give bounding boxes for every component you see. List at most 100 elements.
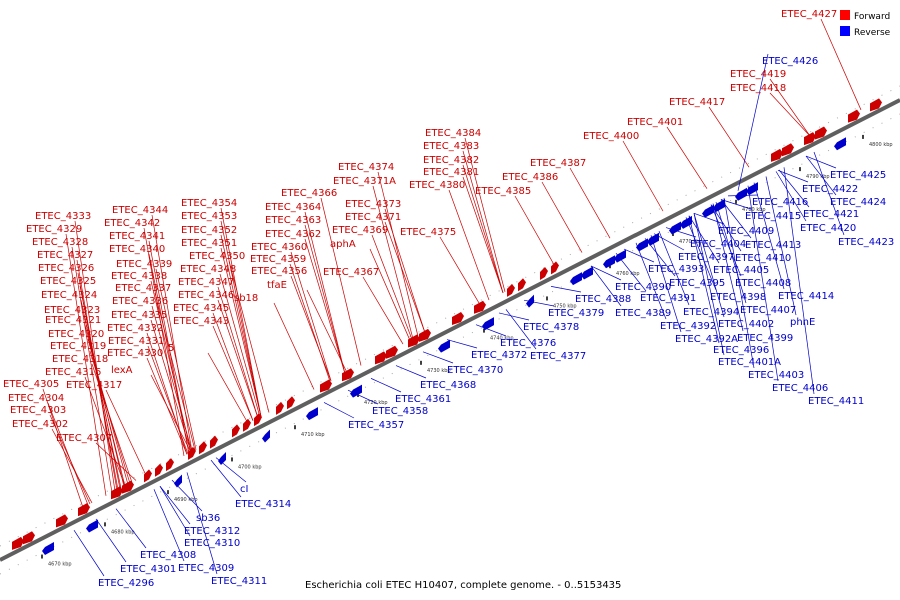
gene-label-etec_4337[interactable]: ETEC_4337 <box>115 283 171 294</box>
gene-label-etec_4426[interactable]: ETEC_4426 <box>762 56 818 67</box>
gene-label-tfae[interactable]: tfaE <box>267 280 287 291</box>
gene-label-etec_4401[interactable]: ETEC_4401 <box>627 117 683 128</box>
gene-label-etec_4387[interactable]: ETEC_4387 <box>530 158 586 169</box>
gene-label-etec_4416[interactable]: ETEC_4416 <box>752 197 808 208</box>
gene-label-etec_4301[interactable]: ETEC_4301 <box>120 564 176 575</box>
gene-label-etec_4423[interactable]: ETEC_4423 <box>838 237 894 248</box>
gene-label-etec_4403[interactable]: ETEC_4403 <box>748 370 804 381</box>
gene-label-etec_4344[interactable]: ETEC_4344 <box>112 205 168 216</box>
gene-label-etec_4389[interactable]: ETEC_4389 <box>615 308 671 319</box>
gene-label-etec_4379[interactable]: ETEC_4379 <box>548 308 604 319</box>
gene-label-etec_4371[interactable]: ETEC_4371 <box>345 212 401 223</box>
gene-label-etec_4417[interactable]: ETEC_4417 <box>669 97 725 108</box>
gene-label-etec_4371a[interactable]: ETEC_4371A <box>333 176 396 187</box>
gene-label-etec_4391[interactable]: ETEC_4391 <box>640 293 696 304</box>
gene-label-etec_4382[interactable]: ETEC_4382 <box>423 155 479 166</box>
gene-label-etec_4415[interactable]: ETEC_4415 <box>745 211 801 222</box>
gene-label-etec_4362[interactable]: ETEC_4362 <box>265 229 321 240</box>
gene-label-etec_4419[interactable]: ETEC_4419 <box>730 69 786 80</box>
gene-label-etec_4384[interactable]: ETEC_4384 <box>425 128 481 139</box>
gene-label-etec_4392a[interactable]: ETEC_4392A <box>675 334 738 345</box>
gene-label-etec_4402[interactable]: ETEC_4402 <box>718 319 774 330</box>
gene-label-etec_4381[interactable]: ETEC_4381 <box>423 167 479 178</box>
gene-label-etec_4350[interactable]: ETEC_4350 <box>189 251 245 262</box>
gene-label-etec_4308[interactable]: ETEC_4308 <box>140 550 196 561</box>
gene-label-etec_4401a[interactable]: ETEC_4401A <box>718 357 781 368</box>
gene-label-etec_4369[interactable]: ETEC_4369 <box>332 225 388 236</box>
gene-label-etec_4332[interactable]: ETEC_4332 <box>107 323 163 334</box>
gene-label-etec_4327[interactable]: ETEC_4327 <box>37 250 93 261</box>
gene-label-etec_4408[interactable]: ETEC_4408 <box>735 278 791 289</box>
gene-label-etec_4421[interactable]: ETEC_4421 <box>803 209 859 220</box>
gene-label-etec_4351[interactable]: ETEC_4351 <box>181 238 237 249</box>
gene-label-etec_4406[interactable]: ETEC_4406 <box>772 383 828 394</box>
gene-label-etec_4328[interactable]: ETEC_4328 <box>32 237 88 248</box>
gene-label-etec_4321[interactable]: ETEC_4321 <box>45 315 101 326</box>
gene-label-etec_4367[interactable]: ETEC_4367 <box>323 267 379 278</box>
gene-label-etec_4411[interactable]: ETEC_4411 <box>808 396 864 407</box>
gene-label-etec_4396[interactable]: ETEC_4396 <box>713 345 769 356</box>
gene-label-etec_4345[interactable]: ETEC_4345 <box>173 303 229 314</box>
gene-label-etec_4324[interactable]: ETEC_4324 <box>41 290 97 301</box>
gene-label-etec_4360[interactable]: ETEC_4360 <box>251 242 307 253</box>
gene-label-etec_4364[interactable]: ETEC_4364 <box>265 202 321 213</box>
gene-label-etec_4368[interactable]: ETEC_4368 <box>420 380 476 391</box>
gene-label-etec_4304[interactable]: ETEC_4304 <box>8 393 64 404</box>
gene-label-etec_4418[interactable]: ETEC_4418 <box>730 83 786 94</box>
gene-label-etec_4393[interactable]: ETEC_4393 <box>648 264 704 275</box>
gene-label-etec_4353[interactable]: ETEC_4353 <box>181 211 237 222</box>
gene-label-etec_4407[interactable]: ETEC_4407 <box>740 305 796 316</box>
gene-label-etec_4329[interactable]: ETEC_4329 <box>26 224 82 235</box>
gene-label-lexa[interactable]: lexA <box>111 365 133 376</box>
gene-label-etec_4392[interactable]: ETEC_4392 <box>660 321 716 332</box>
gene-label-etec_4409[interactable]: ETEC_4409 <box>718 226 774 237</box>
gene-label-etec_4410[interactable]: ETEC_4410 <box>735 253 791 264</box>
gene-label-etec_4341[interactable]: ETEC_4341 <box>109 231 165 242</box>
gene-label-etec_4358[interactable]: ETEC_4358 <box>372 406 428 417</box>
gene-label-etec_4330[interactable]: ETEC_4330 <box>107 348 163 359</box>
gene-label-etec_4372[interactable]: ETEC_4372 <box>471 350 527 361</box>
gene-label-etec_4302[interactable]: ETEC_4302 <box>12 419 68 430</box>
gene-label-etec_4388[interactable]: ETEC_4388 <box>575 294 631 305</box>
gene-label-etec_4386[interactable]: ETEC_4386 <box>502 172 558 183</box>
gene-label-etec_4316[interactable]: ETEC_4316 <box>45 367 101 378</box>
gene-label-etec_4325[interactable]: ETEC_4325 <box>40 276 96 287</box>
gene-label-etec_4318[interactable]: ETEC_4318 <box>52 354 108 365</box>
gene-label-etec_4395[interactable]: ETEC_4395 <box>669 278 725 289</box>
gene-label-etec_4361[interactable]: ETEC_4361 <box>395 394 451 405</box>
gene-label-sb36[interactable]: sb36 <box>196 513 220 524</box>
gene-label-etec_4375[interactable]: ETEC_4375 <box>400 227 456 238</box>
gene-label-etec_4424[interactable]: ETEC_4424 <box>830 197 886 208</box>
gene-label-etec_4383[interactable]: ETEC_4383 <box>423 141 479 152</box>
gene-label-etec_4312[interactable]: ETEC_4312 <box>184 526 240 537</box>
gene-label-etec_4331[interactable]: ETEC_4331 <box>108 336 164 347</box>
gene-label-etec_4354[interactable]: ETEC_4354 <box>181 198 237 209</box>
gene-label-etec_4390[interactable]: ETEC_4390 <box>615 282 671 293</box>
gene-label-etec_4363[interactable]: ETEC_4363 <box>265 215 321 226</box>
gene-label-etec_4378[interactable]: ETEC_4378 <box>523 322 579 333</box>
gene-label-etec_4336[interactable]: ETEC_4336 <box>112 296 168 307</box>
gene-label-etec_4319[interactable]: ETEC_4319 <box>50 341 106 352</box>
gene-label-etec_4307[interactable]: ETEC_4307 <box>56 433 112 444</box>
gene-label-etec_4414[interactable]: ETEC_4414 <box>778 291 834 302</box>
gene-label-etec_4373[interactable]: ETEC_4373 <box>345 199 401 210</box>
gene-label-etec_4404[interactable]: ETEC_4404 <box>690 239 746 250</box>
gene-label-phne[interactable]: phnE <box>790 317 815 328</box>
gene-label-etec_4311[interactable]: ETEC_4311 <box>211 576 267 587</box>
gene-label-etec_4333[interactable]: ETEC_4333 <box>35 211 91 222</box>
gene-label-etec_4320[interactable]: ETEC_4320 <box>48 329 104 340</box>
gene-label-etec_4374[interactable]: ETEC_4374 <box>338 162 394 173</box>
gene-label-etec_4397[interactable]: ETEC_4397 <box>678 252 734 263</box>
gene-label-etec_4347[interactable]: ETEC_4347 <box>178 277 234 288</box>
gene-label-etec_4413[interactable]: ETEC_4413 <box>745 240 801 251</box>
gene-label-etec_4385[interactable]: ETEC_4385 <box>475 186 531 197</box>
gene-label-etec_4310[interactable]: ETEC_4310 <box>184 538 240 549</box>
gene-label-etec_4400[interactable]: ETEC_4400 <box>583 131 639 142</box>
gene-label-etec_4348[interactable]: ETEC_4348 <box>180 264 236 275</box>
gene-label-etec_4326[interactable]: ETEC_4326 <box>38 263 94 274</box>
gene-label-etec_4380[interactable]: ETEC_4380 <box>409 180 465 191</box>
gene-label-etec_4317[interactable]: ETEC_4317 <box>66 380 122 391</box>
gene-label-etec_4339[interactable]: ETEC_4339 <box>116 259 172 270</box>
gene-label-etec_4346[interactable]: ETEC_4346 <box>178 290 234 301</box>
gene-label-etec_4314[interactable]: ETEC_4314 <box>235 499 291 510</box>
